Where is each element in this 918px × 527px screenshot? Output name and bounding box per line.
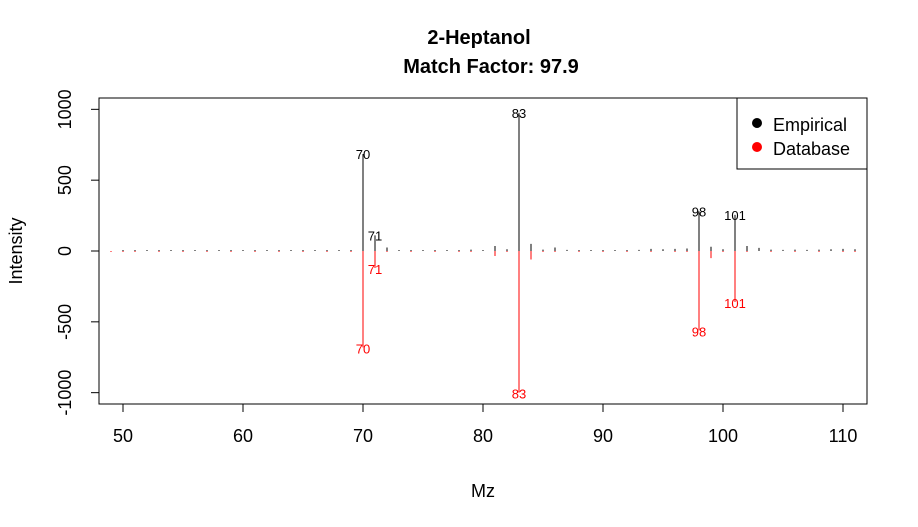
empirical-peak-label: 83	[512, 106, 526, 121]
x-tick-label: 50	[113, 426, 133, 446]
legend-label-empirical: Empirical	[773, 115, 847, 135]
y-tick-label: 0	[55, 246, 75, 256]
x-tick-label: 60	[233, 426, 253, 446]
empirical-peak-label: 70	[356, 147, 370, 162]
x-tick-label: 90	[593, 426, 613, 446]
x-tick-label: 110	[829, 426, 858, 446]
x-axis: 50 60 70 80 90 100 110	[113, 404, 857, 446]
peak-labels: 70 71 83 98 101 70 71 83 98 101	[356, 106, 746, 402]
y-tick-label: 500	[55, 165, 75, 195]
spectrum-peaks	[110, 112, 856, 393]
empirical-peak-label: 71	[368, 228, 382, 243]
legend-label-database: Database	[773, 139, 850, 159]
database-peak-label: 70	[356, 341, 370, 356]
y-tick-label: -500	[55, 304, 75, 340]
legend-marker-database	[752, 142, 762, 152]
database-peak-label: 71	[368, 262, 382, 277]
legend-box	[736, 97, 868, 170]
empirical-peak-label: 101	[724, 208, 746, 223]
empirical-peak-label: 98	[692, 204, 706, 219]
chart-subtitle: Match Factor: 97.9	[403, 56, 579, 78]
y-axis: -1000 -500 0 500 1000	[55, 89, 99, 416]
chart-title: 2-Heptanol	[427, 27, 530, 49]
x-tick-label: 100	[708, 426, 738, 446]
database-peak-label: 101	[724, 296, 746, 311]
legend: Empirical Database	[736, 97, 868, 170]
x-tick-label: 80	[473, 426, 493, 446]
x-axis-label: Mz	[471, 481, 495, 501]
y-tick-label: -1000	[55, 370, 75, 416]
legend-marker-empirical	[752, 118, 762, 128]
x-tick-label: 70	[353, 426, 373, 446]
y-tick-label: 1000	[55, 89, 75, 129]
database-peak-label: 98	[692, 324, 706, 339]
database-peak-label: 83	[512, 387, 526, 402]
y-axis-label: Intensity	[6, 217, 26, 284]
